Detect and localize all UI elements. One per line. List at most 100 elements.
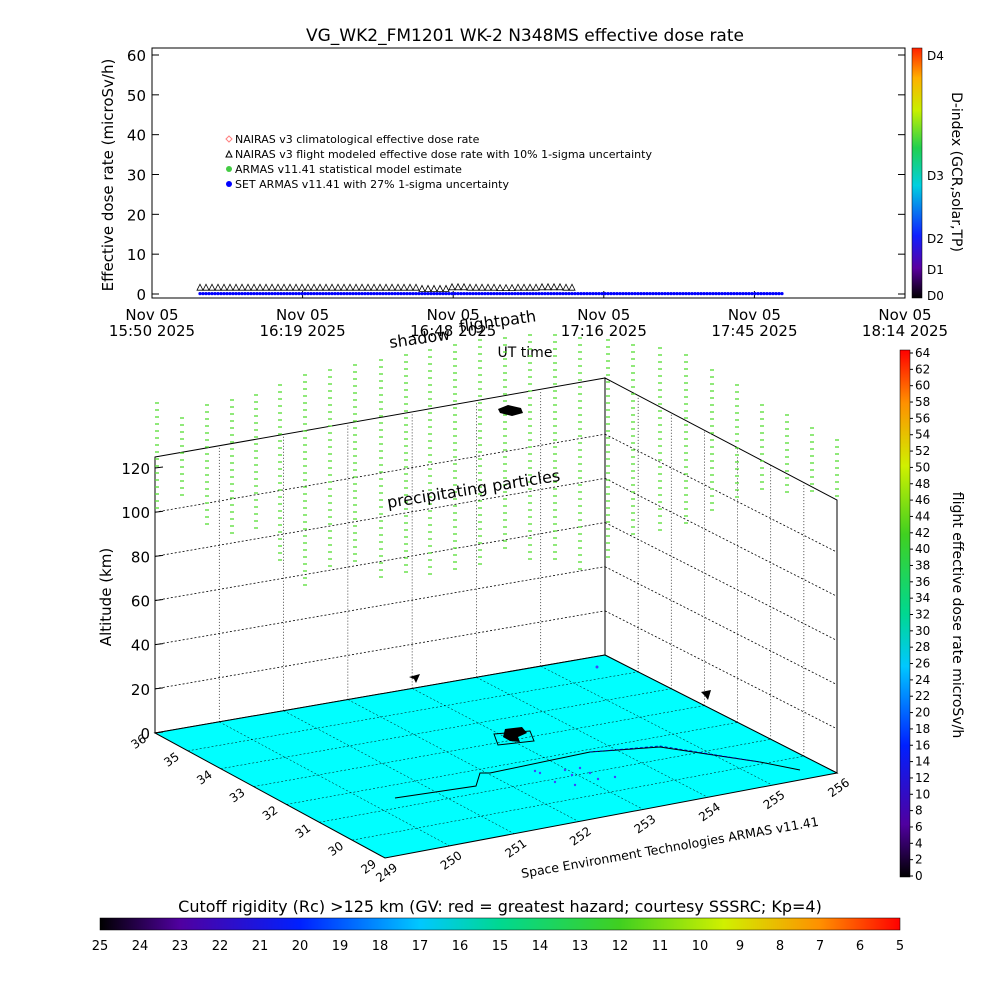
armas-point [297,292,301,296]
armas-point [738,292,742,296]
floor-gridline [220,688,672,769]
armas-point [759,292,763,296]
armas-point [504,292,508,296]
nairas-flight-point [214,283,222,291]
cutoff-rigidity-label: Cutoff rigidity (Rc) >125 km (GV: red = … [178,897,822,916]
nairas-flight-point [550,282,558,291]
armas-point [606,292,610,296]
armas-point [546,292,550,296]
nairas-flight-point [562,283,570,291]
dose-tick-label: 20 [915,706,930,720]
dose-tick-label: 2 [915,853,923,867]
wall-gridline [154,477,606,557]
dose-tick-label: 42 [915,526,930,540]
floor-gridline [476,677,708,798]
armas-point [543,292,547,296]
armas-point [612,292,616,296]
armas-point [507,292,511,296]
armas-point [372,292,376,296]
dose-tick-label: 28 [915,640,930,654]
armas-point [510,292,514,296]
nairas-flight-point [370,283,378,291]
armas-point [363,292,367,296]
wall-gridline [604,522,838,641]
nairas-flight-point [424,284,432,292]
dose-tick-label: 34 [915,591,930,605]
floor-gridline [540,665,773,786]
nairas-flight-point [514,283,522,291]
wall-gridline [604,610,838,730]
cutoff-tick-label: 20 [292,939,309,954]
nairas-flight-point [544,282,552,291]
latitude-tick-label: 30 [326,839,347,859]
dose-tick-label: 56 [915,411,930,425]
figure-title: VG_WK2_FM1201 WK-2 N348MS effective dose… [306,26,744,46]
x-tick-day: Nov 05 [728,306,781,324]
nairas-flight-point [484,283,492,291]
aircraft-shadow-icon [503,727,527,742]
armas-point [570,292,574,296]
armas-point [558,292,562,296]
armas-point [777,292,781,296]
armas-point [243,292,247,296]
nairas-flight-point [532,283,540,291]
dose-tick-label: 54 [915,428,930,442]
armas-point [357,292,361,296]
nairas-flight-point [526,283,534,291]
d-index-gradient [911,47,923,299]
armas-point [438,292,442,296]
wall-gridline [154,566,606,646]
armas-point [405,292,409,296]
longitude-tick-label: 254 [696,800,723,825]
d-index-tick: D0 [927,289,944,303]
armas-point [375,292,379,296]
armas-point [576,292,580,296]
cutoff-rigidity-gradient [99,917,901,931]
armas-point [690,292,694,296]
cutoff-tick-label: 21 [252,939,269,954]
armas-point [462,292,466,296]
cutoff-tick-label: 15 [492,939,509,954]
armas-point [210,292,214,296]
armas-point [387,292,391,296]
legend-label: SET ARMAS v11.41 with 27% 1-sigma uncert… [235,178,509,191]
y-tick-label: 30 [127,167,146,185]
armas-point [537,292,541,296]
armas-point [447,292,451,296]
armas-point [615,292,619,296]
wall-gridlines [154,390,838,757]
longitude-tick-label: 253 [632,812,659,837]
altitude-tick-mark [154,599,164,602]
armas-point [687,292,691,296]
armas-point [636,292,640,296]
altitude-tick-label: 80 [131,548,150,566]
aircraft-marker-right-icon [701,690,711,700]
x-tick-time: 17:45 2025 [711,322,797,340]
cutoff-rigidity-colorbar: Cutoff rigidity (Rc) >125 km (GV: red = … [92,897,904,954]
armas-point [669,292,673,296]
armas-point [453,292,457,296]
dose-tick-label: 36 [915,575,930,589]
x-tick-day: Nov 05 [878,306,931,324]
nairas-flight-point [304,283,312,291]
armas-point [408,292,412,296]
armas-point [567,292,571,296]
armas-point [237,292,241,296]
dose-tick-label: 26 [915,657,930,671]
armas-point [339,292,343,296]
armas-point [705,292,709,296]
armas-point [729,292,733,296]
nairas-flight-point [274,283,282,291]
armas-point [381,292,385,296]
armas-point [699,292,703,296]
y-tick-label: 10 [127,246,146,264]
armas-point [327,292,331,296]
nairas-flight-point [340,283,348,291]
armas-point [351,292,355,296]
cutoff-rigidity-ticks: 25 24 23 22 21 20 19 18 17 16 15 14 13 12 11 10 9 8 7 6 5 [92,939,904,954]
y-tick-label: 60 [127,47,146,65]
armas-point [489,292,493,296]
floor-gridline [219,721,450,847]
armas-point [465,292,469,296]
dose-tick-label: 12 [915,771,930,785]
